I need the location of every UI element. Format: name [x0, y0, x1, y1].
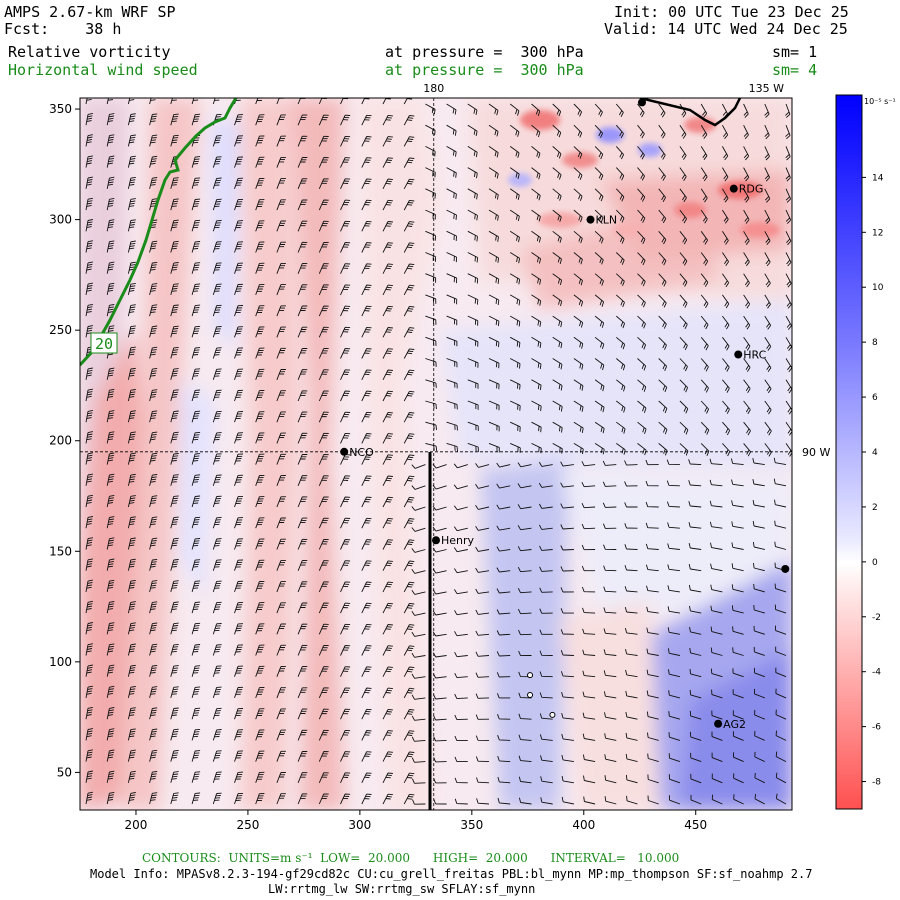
forecast-hour: Fcst: 38 h: [4, 20, 122, 38]
station-label: HRC: [743, 348, 766, 361]
colorbar-tick-label: 6: [872, 393, 878, 403]
x-tick-label: 200: [125, 818, 148, 832]
y-axis: 50 100 150 200 250 300 350: [49, 102, 80, 779]
colorbar-tick-label: -8: [872, 778, 881, 788]
colorbar-ticks: 14 12 10 8 6 4 2 0 -2 -4 -6 -8: [862, 173, 884, 788]
parallel-label: 90 W: [802, 446, 830, 459]
contour-info: CONTOURS: UNITS=m s⁻¹ LOW= 20.000 HIGH= …: [142, 851, 680, 865]
init-time: Init: 00 UTC Tue 23 Dec 25: [614, 3, 849, 21]
x-tick-label: 300: [348, 818, 371, 832]
y-tick-label: 150: [49, 544, 72, 558]
colorbar-tick-label: 12: [872, 228, 883, 238]
station-label: NCO: [349, 446, 374, 459]
colorbar-unit: 10⁻⁵ s⁻¹: [864, 97, 896, 106]
contour-label-box: [90, 332, 118, 354]
station-label: Henry: [441, 534, 475, 547]
x-tick-label: 450: [684, 818, 707, 832]
field1-smooth: sm= 1: [772, 43, 818, 61]
colorbar-tick-label: 0: [872, 558, 878, 568]
reference-lines: 180 90 W 135 W: [80, 82, 830, 810]
station-label: KLN: [595, 214, 617, 227]
colorbar: [835, 94, 863, 810]
colorbar-tick-label: 2: [872, 503, 878, 513]
colorbar-tick-label: 4: [872, 448, 878, 458]
station-marker: [586, 215, 595, 224]
y-tick-label: 100: [49, 655, 72, 669]
open-marker: [549, 711, 556, 718]
station-label: AG2: [723, 718, 746, 731]
contour-label: 20: [95, 335, 113, 353]
field2-smooth: sm= 4: [772, 61, 818, 79]
station-marker: [781, 564, 790, 573]
station-marker: [714, 719, 723, 728]
station-marker: [432, 536, 440, 545]
wind-barb: [85, 98, 792, 805]
x-tick-label: 400: [572, 818, 595, 832]
meridian-label: 180: [423, 82, 444, 95]
model-info-physics: LW:rrtmg_lw SW:rrtmg_sw SFLAY:sf_mynn: [268, 882, 536, 896]
y-tick-label: 300: [49, 213, 72, 227]
vorticity-field: [80, 98, 792, 810]
wind-speed-contour: [80, 98, 238, 367]
colorbar-tick-label: 10: [872, 283, 884, 293]
station-marker: [734, 350, 743, 359]
corner-meridian-label: 135 W: [749, 82, 784, 95]
colorbar-tick-label: 14: [872, 173, 884, 183]
y-tick-label: 50: [57, 765, 72, 779]
colorbar-tick-label: -6: [872, 723, 881, 733]
valid-time: Valid: 14 UTC Wed 24 Dec 25: [604, 20, 848, 38]
station-marker: [637, 98, 646, 107]
field1-name: Relative vorticity: [8, 43, 171, 61]
chart-title: AMPS 2.67-km WRF SP: [4, 3, 176, 21]
station-marker: [340, 447, 349, 456]
colorbar-tick-label: -4: [872, 668, 881, 678]
field2-level: at pressure = 300 hPa: [385, 61, 584, 79]
x-tick-label: 250: [236, 818, 259, 832]
stations: NCO Henry KLN RDG HRC AG2: [340, 98, 790, 731]
model-info: Model Info: MPASv8.2.3-194-gf29cd82c CU:…: [90, 867, 813, 881]
y-tick-label: 250: [49, 323, 72, 337]
y-tick-label: 350: [49, 102, 72, 116]
station-label: RDG: [739, 183, 764, 196]
coastline: [639, 98, 742, 127]
open-markers: [527, 672, 556, 718]
y-tick-label: 200: [49, 434, 72, 448]
open-marker: [527, 692, 534, 699]
wind-barbs: [85, 98, 792, 805]
field2-name: Horizontal wind speed: [8, 61, 198, 79]
x-tick-label: 350: [460, 818, 483, 832]
station-marker: [729, 184, 738, 193]
field1-level: at pressure = 300 hPa: [385, 43, 584, 61]
open-marker: [527, 672, 534, 679]
x-axis: 200 250 300 350 400 450: [125, 810, 707, 832]
colorbar-tick-label: 8: [872, 338, 878, 348]
colorbar-tick-label: -2: [872, 613, 881, 623]
plot-frame: [79, 97, 793, 811]
